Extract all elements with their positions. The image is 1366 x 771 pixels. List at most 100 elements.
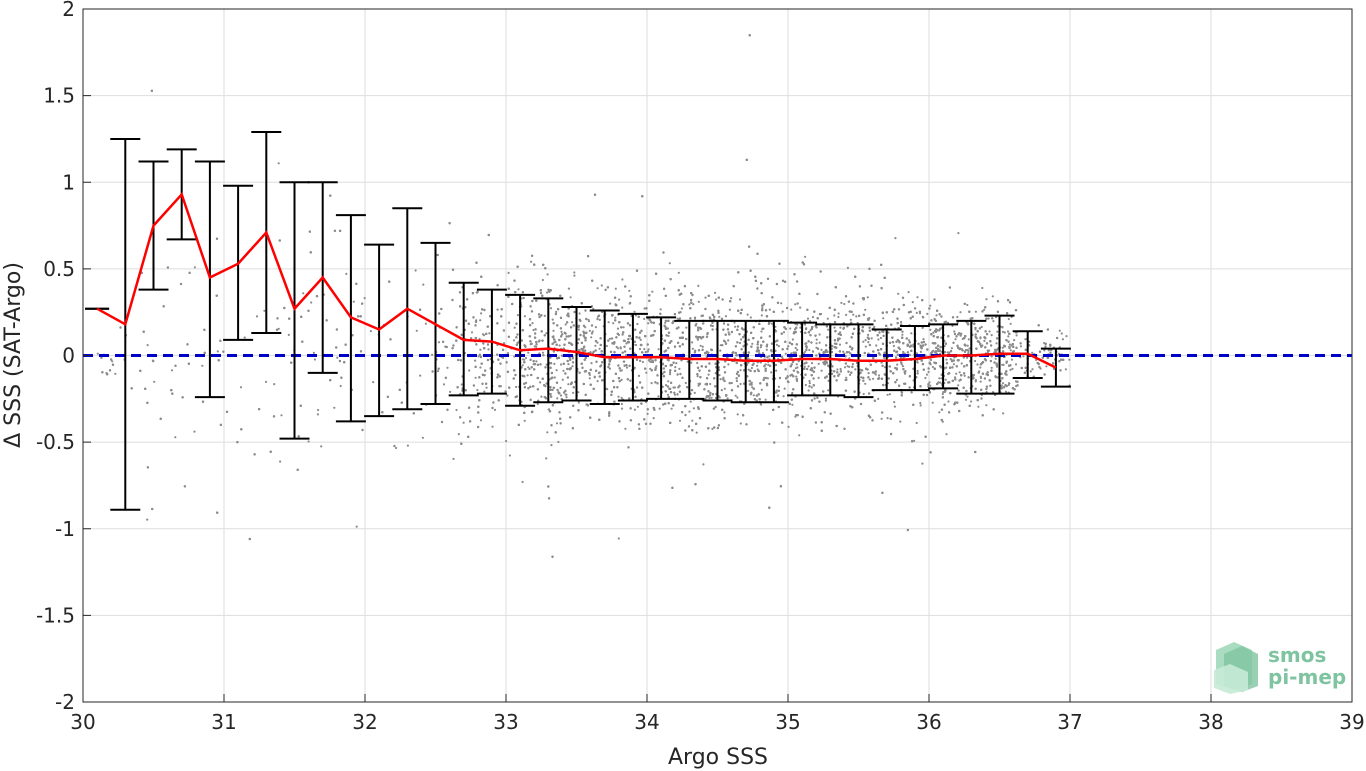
scatter-point <box>693 391 696 394</box>
scatter-point <box>541 351 545 354</box>
scatter-point <box>738 298 742 301</box>
scatter-point <box>875 344 878 347</box>
scatter-point <box>925 373 929 376</box>
scatter-point <box>910 332 913 335</box>
scatter-point <box>727 339 730 342</box>
scatter-point <box>760 314 763 317</box>
scatter-point <box>652 417 655 420</box>
scatter-point <box>956 321 959 324</box>
scatter-point <box>866 296 869 299</box>
scatter-point <box>1031 351 1034 354</box>
scatter-point <box>553 362 556 365</box>
scatter-point <box>966 303 969 307</box>
scatter-point <box>614 316 617 319</box>
scatter-point <box>606 388 609 391</box>
scatter-point <box>339 384 342 388</box>
scatter-point <box>551 388 554 392</box>
scatter-point <box>587 320 591 323</box>
scatter-point <box>571 321 574 324</box>
scatter-point <box>280 414 283 417</box>
scatter-point <box>564 393 567 396</box>
scatter-point <box>852 313 855 316</box>
scatter-point <box>723 411 726 414</box>
scatter-point <box>815 338 818 341</box>
scatter-point <box>488 332 491 335</box>
scatter-point <box>839 331 842 334</box>
scatter-point <box>523 315 527 318</box>
scatter-point <box>966 344 969 347</box>
scatter-point <box>764 398 767 401</box>
scatter-point <box>620 369 623 372</box>
scatter-point <box>558 344 561 347</box>
scatter-point <box>804 255 807 258</box>
scatter-point <box>820 348 823 351</box>
scatter-point <box>243 336 246 339</box>
scatter-point <box>892 344 896 348</box>
scatter-point <box>452 457 455 460</box>
scatter-point <box>945 433 948 436</box>
scatter-point <box>794 303 797 306</box>
scatter-point <box>596 287 599 290</box>
scatter-point <box>738 341 742 345</box>
scatter-point <box>625 366 629 369</box>
scatter-point <box>680 307 684 310</box>
scatter-point <box>980 325 983 329</box>
scatter-point <box>817 376 820 379</box>
scatter-point <box>436 370 440 373</box>
scatter-point <box>515 385 518 389</box>
scatter-point <box>893 401 896 404</box>
scatter-point <box>555 422 559 425</box>
scatter-point <box>479 366 482 369</box>
scatter-point <box>864 382 867 385</box>
scatter-point <box>696 361 699 365</box>
scatter-point <box>783 387 786 390</box>
scatter-point <box>421 436 424 439</box>
scatter-point <box>201 364 204 367</box>
scatter-point <box>901 330 904 333</box>
scatter-point <box>442 383 446 386</box>
scatter-point <box>643 317 646 320</box>
scatter-point <box>945 358 948 361</box>
scatter-point <box>715 298 718 301</box>
scatter-point <box>824 397 828 400</box>
scatter-point <box>273 383 276 386</box>
scatter-point <box>1019 345 1023 348</box>
scatter-point <box>567 383 570 386</box>
scatter-point <box>827 389 830 392</box>
scatter-point <box>689 400 692 403</box>
scatter-point <box>279 460 282 463</box>
scatter-point <box>864 308 867 311</box>
scatter-point <box>1009 368 1012 371</box>
scatter-point <box>460 383 463 386</box>
scatter-point <box>651 290 654 293</box>
scatter-point <box>810 362 814 365</box>
scatter-point <box>523 419 526 422</box>
scatter-point <box>419 374 422 377</box>
scatter-point <box>739 422 742 425</box>
scatter-point <box>735 379 739 383</box>
scatter-point <box>877 397 880 400</box>
scatter-point <box>791 403 794 406</box>
scatter-point <box>1013 339 1016 342</box>
scatter-point <box>685 326 688 329</box>
scatter-point <box>474 359 477 362</box>
scatter-point <box>991 295 994 298</box>
scatter-point <box>935 314 938 317</box>
scatter-point <box>846 365 849 368</box>
scatter-point <box>638 347 642 351</box>
scatter-point <box>718 374 721 377</box>
scatter-point <box>1001 382 1005 385</box>
scatter-point <box>555 310 558 313</box>
scatter-point <box>621 278 624 281</box>
scatter-point <box>620 407 624 410</box>
scatter-point <box>1010 358 1014 361</box>
scatter-point <box>747 368 750 371</box>
scatter-point <box>516 314 520 317</box>
scatter-point <box>955 372 958 375</box>
scatter-point <box>974 359 977 363</box>
scatter-point <box>675 362 678 365</box>
scatter-point <box>696 375 699 378</box>
scatter-point <box>718 396 721 399</box>
scatter-point <box>796 366 799 369</box>
scatter-point <box>900 320 903 324</box>
